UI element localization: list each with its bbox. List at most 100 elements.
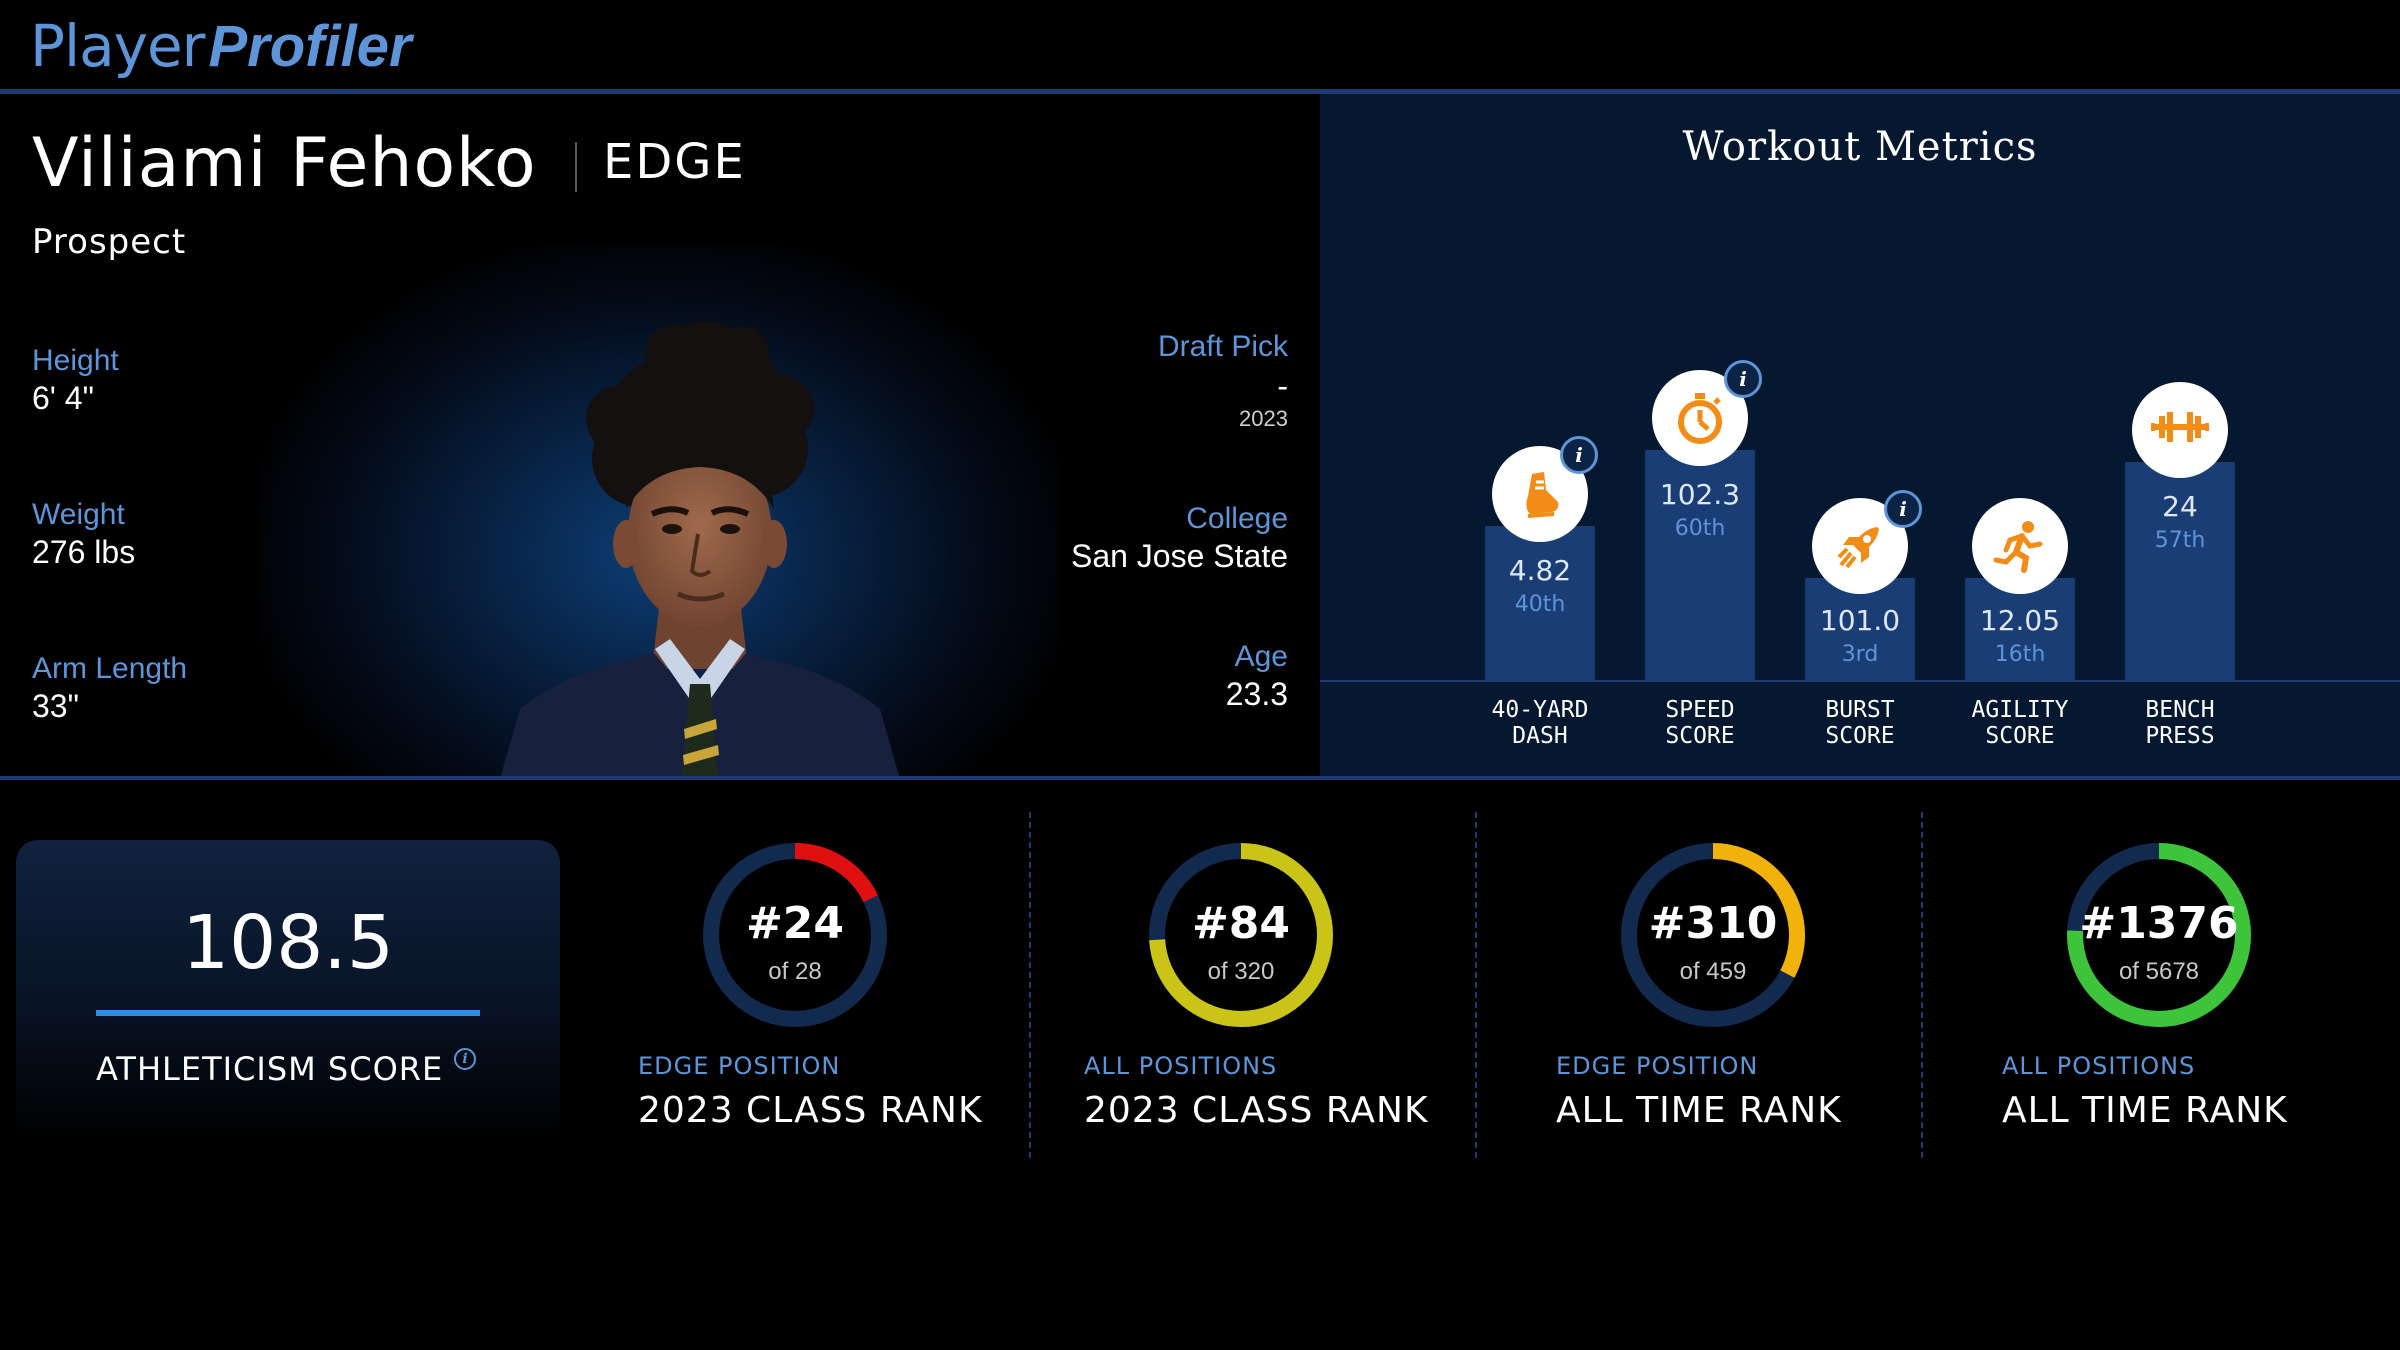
rank-ring	[1149, 843, 1333, 1027]
draft-pick-value: -	[1277, 368, 1288, 404]
bar-agility-score[interactable]	[1965, 578, 2075, 680]
rank-caption: EDGE POSITION	[1556, 1052, 1759, 1080]
age-label: Age	[1234, 640, 1288, 673]
percentile-agility-score: 16th	[1994, 642, 2046, 667]
bar-bench-press[interactable]	[2125, 462, 2235, 680]
college-label: College	[1186, 502, 1288, 535]
label-speed-score: SPEED SCORE	[1620, 697, 1780, 749]
chart-baseline	[1320, 680, 2400, 682]
player-name: Viliami Fehoko	[32, 124, 537, 203]
bar-speed-score[interactable]	[1645, 450, 1755, 680]
rank-ring	[703, 843, 887, 1027]
rank-number: #1376	[2079, 898, 2239, 949]
athleticism-info-icon[interactable]: i	[454, 1048, 476, 1070]
bar-40-yard-dash[interactable]	[1485, 526, 1595, 680]
age-value: 23.3	[1225, 676, 1288, 712]
value-speed-score: 102.3	[1659, 478, 1741, 511]
college-value: San Jose State	[1070, 538, 1288, 574]
percentile-burst-score: 3rd	[1841, 642, 1879, 667]
value-burst-score: 101.0	[1819, 604, 1901, 637]
rank-ring-progress	[1149, 843, 1333, 1027]
athleticism-score-card: 108.5 ATHLETICISM SCORE i	[16, 840, 560, 1140]
draft-pick-label: Draft Pick	[1157, 330, 1288, 363]
rank-title: 2023 CLASS RANK	[638, 1090, 983, 1131]
label-burst-score-line1: BURST	[1825, 697, 1895, 723]
rank-ring-progress	[2067, 843, 2251, 1027]
rank-ring-progress	[1621, 843, 1805, 1027]
value-bench-press: 24	[2162, 490, 2198, 523]
label-agility-score-line2: SCORE	[1985, 723, 2055, 749]
info-icon-speed-score[interactable]: i	[1724, 360, 1762, 398]
rank-separator	[1475, 812, 1477, 1158]
runner-icon	[1972, 498, 2068, 594]
logo-part-profiler: Profiler	[208, 14, 412, 79]
label-40-yard-dash: 40-YARD DASH	[1460, 697, 1620, 749]
label-bench-press-line2: PRESS	[2145, 723, 2215, 749]
top-header: PlayerProfiler	[0, 0, 2400, 88]
rank-title: ALL TIME RANK	[2002, 1090, 2288, 1131]
label-burst-score-line2: SCORE	[1825, 723, 1895, 749]
label-bench-press-line1: BENCH	[2145, 697, 2215, 723]
rank-total: of 459	[1679, 958, 1747, 985]
height-value: 6' 4"	[32, 380, 94, 416]
value-agility-score: 12.05	[1979, 604, 2061, 637]
rank-card-all-all-time: #1376 of 5678 ALL POSITIONS ALL TIME RAN…	[1966, 800, 2400, 1160]
rank-caption: ALL POSITIONS	[1084, 1052, 1278, 1080]
player-position: EDGE	[603, 134, 746, 190]
rank-title: ALL TIME RANK	[1556, 1090, 1842, 1131]
rank-card-edge-class: #24 of 28 EDGE POSITION 2023 CLASS RANK	[602, 800, 1042, 1160]
athleticism-score-underline	[96, 1010, 480, 1016]
rank-separator	[1921, 812, 1923, 1158]
arm-length-value: 33"	[32, 688, 79, 724]
rank-card-edge-all-time: #310 of 459 EDGE POSITION ALL TIME RANK	[1520, 800, 1960, 1160]
rank-caption: EDGE POSITION	[638, 1052, 841, 1080]
rank-separator	[1029, 812, 1031, 1158]
section-divider	[0, 776, 2400, 780]
weight-label: Weight	[32, 498, 125, 531]
value-40-yard-dash: 4.82	[1508, 554, 1572, 587]
label-agility-score: AGILITY SCORE	[1940, 697, 2100, 749]
label-burst-score: BURST SCORE	[1780, 697, 1940, 749]
player-headshot	[500, 321, 900, 776]
rank-caption: ALL POSITIONS	[2002, 1052, 2196, 1080]
arm-length-label: Arm Length	[32, 652, 188, 685]
info-icon-40-yard-dash[interactable]: i	[1560, 436, 1598, 474]
bar-burst-score[interactable]	[1805, 578, 1915, 680]
rank-ring	[1621, 843, 1805, 1027]
athleticism-score-value: 108.5	[182, 900, 394, 986]
workout-metrics-title: Workout Metrics	[1682, 124, 2038, 170]
athleticism-score-label: ATHLETICISM SCORE	[96, 1050, 444, 1088]
header-divider	[0, 89, 2400, 94]
rank-number: #84	[1191, 898, 1291, 949]
label-speed-score-line1: SPEED	[1665, 697, 1735, 723]
label-agility-score-line1: AGILITY	[1971, 697, 2069, 723]
weight-value: 276 lbs	[32, 534, 136, 570]
label-40-yard-dash-line1: 40-YARD	[1491, 697, 1589, 723]
workout-metrics-chart: Workout Metrics 4.82 40th i 40-YARD DASH …	[1320, 94, 2400, 776]
percentile-40-yard-dash: 40th	[1514, 592, 1566, 617]
rank-number: #310	[1648, 898, 1778, 949]
logo-part-player: Player	[30, 12, 205, 80]
player-profiler-logo[interactable]: PlayerProfiler	[30, 6, 412, 87]
info-icon-burst-score[interactable]: i	[1884, 490, 1922, 528]
name-separator	[575, 142, 577, 192]
rank-title: 2023 CLASS RANK	[1084, 1090, 1429, 1131]
rank-card-all-class: #84 of 320 ALL POSITIONS 2023 CLASS RANK	[1048, 800, 1488, 1160]
label-speed-score-line2: SCORE	[1665, 723, 1735, 749]
rank-total: of 320	[1207, 958, 1275, 985]
draft-year: 2023	[1239, 406, 1288, 431]
rank-number: #24	[745, 898, 845, 949]
rank-total: of 5678	[2118, 958, 2200, 985]
rank-ring-progress	[703, 843, 887, 1027]
rank-ring	[2067, 843, 2251, 1027]
shoe-icon	[1492, 446, 1588, 542]
label-bench-press: BENCH PRESS	[2100, 697, 2260, 749]
percentile-speed-score: 60th	[1674, 516, 1726, 541]
label-40-yard-dash-line2: DASH	[1512, 723, 1568, 749]
height-label: Height	[32, 344, 119, 377]
player-info-panel: Viliami Fehoko EDGE Prospect Height 6' 4…	[0, 94, 1320, 776]
player-status: Prospect	[32, 222, 187, 262]
percentile-bench-press: 57th	[2154, 528, 2206, 553]
barbell-icon	[2132, 382, 2228, 478]
rank-total: of 28	[768, 958, 822, 985]
